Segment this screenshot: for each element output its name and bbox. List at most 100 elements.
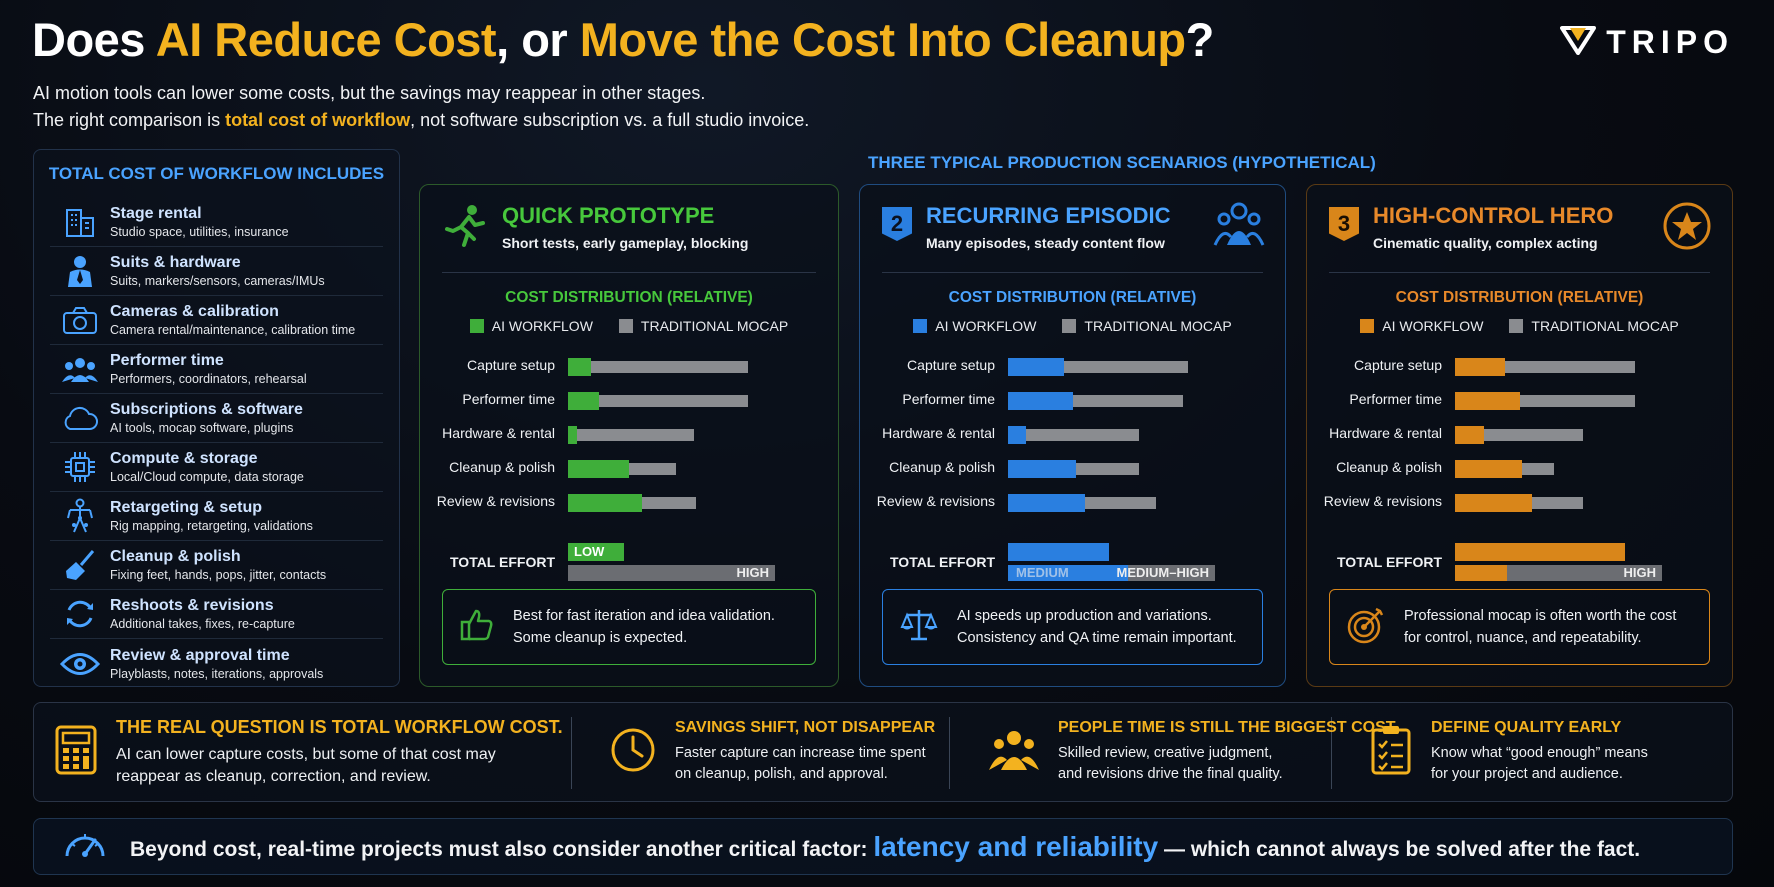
bar-row: Capture setup: [860, 353, 1285, 387]
insight-text: DEFINE QUALITY EARLY Know what “good enou…: [1431, 719, 1648, 785]
insight-body: Faster capture can increase time spent on…: [675, 743, 935, 785]
bar-row: Capture setup: [420, 353, 838, 387]
chart-legend: AI WORKFLOW TRADITIONAL MOCAP: [420, 318, 838, 334]
cost-item-subtitle: Fixing feet, hands, pops, jitter, contac…: [110, 568, 327, 582]
cost-item-title: Suits & hardware: [110, 254, 241, 271]
cost-item-subtitle: Additional takes, fixes, re-capture: [110, 617, 295, 631]
strip-divider: [949, 717, 950, 789]
cost-item-text: Performer time Performers, coordinators, …: [110, 352, 307, 386]
thumbs-up-icon: [459, 607, 495, 648]
bar-label: Cleanup & polish: [1336, 459, 1442, 475]
cost-item: Stage rental Studio space, utilities, ins…: [50, 198, 383, 247]
insight-item: SAVINGS SHIFT, NOT DISAPPEAR Faster captu…: [609, 703, 935, 801]
bar-row: Review & revisions: [1307, 489, 1732, 523]
insight-item: DEFINE QUALITY EARLY Know what “good enou…: [1369, 703, 1648, 801]
effort-bar-ai-fill: [1008, 565, 1128, 581]
chart-legend: AI WORKFLOW TRADITIONAL MOCAP: [860, 318, 1285, 334]
bar-row: Review & revisions: [420, 489, 838, 523]
bar-row: Cleanup & polish: [420, 455, 838, 489]
balance-scale-icon: [899, 607, 939, 648]
cost-item-subtitle: Studio space, utilities, insurance: [110, 225, 289, 239]
cost-item: Reshoots & revisions Additional takes, fi…: [50, 590, 383, 639]
insight-title: THE REAL QUESTION IS TOTAL WORKFLOW COST…: [116, 716, 563, 737]
insight-text: SAVINGS SHIFT, NOT DISAPPEAR Faster captu…: [675, 719, 935, 785]
cost-item: Cameras & calibration Camera rental/maint…: [50, 296, 383, 345]
bar-label: Capture setup: [467, 357, 555, 373]
legend-swatch-ai: [913, 319, 928, 333]
footer-banner: Beyond cost, real-time projects must als…: [33, 818, 1733, 875]
title-part: ?: [1185, 13, 1215, 66]
subtitle: AI motion tools can lower some costs, bu…: [33, 80, 809, 134]
insight-item: THE REAL QUESTION IS TOTAL WORKFLOW COST…: [54, 703, 563, 801]
strip-divider: [1331, 717, 1332, 789]
skeleton-rig-icon: [50, 498, 110, 534]
effort-trad-label: HIGH: [1623, 565, 1657, 580]
cost-item-title: Retargeting & setup: [110, 499, 263, 516]
footer-text: Beyond cost, real-time projects must als…: [130, 831, 1640, 863]
title-highlight: Move the Cost Into Cleanup: [579, 13, 1186, 66]
note-line: Professional mocap is often worth the co…: [1404, 608, 1677, 624]
title-part: Does: [32, 13, 156, 66]
page-title: Does AI Reduce Cost, or Move the Cost In…: [32, 12, 1214, 67]
bar-label: Review & revisions: [1323, 493, 1442, 509]
insight-line: Know what “good enough” means: [1431, 745, 1648, 761]
card-title-block: HIGH-CONTROL HERO Cinematic quality, comp…: [1373, 203, 1613, 251]
bar-traditional: [568, 395, 748, 407]
running-person-icon: [442, 203, 488, 254]
legend-trad-label: TRADITIONAL MOCAP: [1531, 318, 1679, 334]
cost-item: Cleanup & polish Fixing feet, hands, pops…: [50, 541, 383, 590]
insight-line: AI can lower capture costs, but some of …: [116, 745, 496, 763]
cost-item-subtitle: Local/Cloud compute, data storage: [110, 470, 304, 484]
cost-bars: Capture setup Performer time Hardware & re…: [1307, 353, 1732, 523]
subtitle-text: The right comparison is: [33, 110, 226, 130]
tripo-logo: TRIPO: [1560, 24, 1734, 61]
cost-item-text: Retargeting & setup Rig mapping, retarget…: [110, 499, 313, 533]
legend-ai: AI WORKFLOW: [1360, 318, 1483, 334]
card-title-block: RECURRING EPISODIC Many episodes, steady …: [926, 203, 1170, 251]
legend-swatch-traditional: [1062, 319, 1077, 333]
cost-item-title: Reshoots & revisions: [110, 597, 274, 614]
scenario-note: Professional mocap is often worth the co…: [1329, 589, 1710, 665]
bar-row: Cleanup & polish: [860, 455, 1285, 489]
bar-row: Capture setup: [1307, 353, 1732, 387]
bar-row: Hardware & rental: [1307, 421, 1732, 455]
bar-ai: [568, 426, 577, 444]
subtitle-line: The right comparison is total cost of wo…: [33, 107, 809, 134]
scenario-title: HIGH-CONTROL HERO: [1373, 203, 1614, 228]
bar-label: Capture setup: [907, 357, 995, 373]
effort-bar-traditional: MEDIUM MEDIUM–HIGH: [1008, 565, 1215, 581]
speedometer-icon: [62, 824, 108, 869]
note-text: Professional mocap is often worth the co…: [1404, 605, 1676, 649]
legend-swatch-ai: [469, 319, 484, 333]
scenario-subtitle: Short tests, early gameplay, blocking: [502, 235, 749, 251]
legend-ai: AI WORKFLOW: [469, 318, 593, 334]
effort-ai-bottom-label: MEDIUM: [1016, 565, 1069, 580]
insight-title: PEOPLE TIME IS STILL THE BIGGEST COST: [1058, 719, 1396, 736]
distribution-title: COST DISTRIBUTION (RELATIVE): [1395, 289, 1644, 306]
insight-item: PEOPLE TIME IS STILL THE BIGGEST COST Ski…: [988, 703, 1396, 801]
checklist-icon: [1369, 724, 1413, 781]
cost-item-title: Performer time: [110, 352, 224, 369]
bar-label: Review & revisions: [876, 493, 995, 509]
note-line: Best for fast iteration and idea validat…: [513, 608, 775, 624]
bar-label: Performer time: [902, 391, 995, 407]
insight-title: DEFINE QUALITY EARLY: [1431, 719, 1622, 736]
subtitle-text: , not software subscription vs. a full s…: [410, 110, 810, 130]
scenario-note: AI speeds up production and variations. C…: [882, 589, 1263, 665]
insight-text: THE REAL QUESTION IS TOTAL WORKFLOW COST…: [116, 717, 563, 788]
bar-ai: [1008, 392, 1073, 410]
logo-text: TRIPO: [1606, 24, 1734, 60]
bar-ai: [1455, 426, 1484, 444]
bar-ai: [1455, 358, 1505, 376]
distribution-title: COST DISTRIBUTION (RELATIVE): [505, 289, 753, 306]
note-text: Best for fast iteration and idea validat…: [513, 605, 775, 649]
effort-bar-ai: [1008, 543, 1109, 561]
footer-text-post: — which cannot always be solved after th…: [1158, 837, 1641, 861]
chip-icon: [50, 450, 110, 484]
scenario-title: QUICK PROTOTYPE: [502, 203, 715, 228]
effort-label: TOTAL EFFORT: [450, 554, 555, 570]
total-effort: TOTAL EFFORT HIGH: [1307, 541, 1732, 585]
note-text: AI speeds up production and variations. C…: [957, 605, 1237, 649]
note-line: for control, nuance, and repeatability.: [1404, 630, 1642, 646]
title-highlight: AI Reduce Cost: [155, 13, 497, 66]
